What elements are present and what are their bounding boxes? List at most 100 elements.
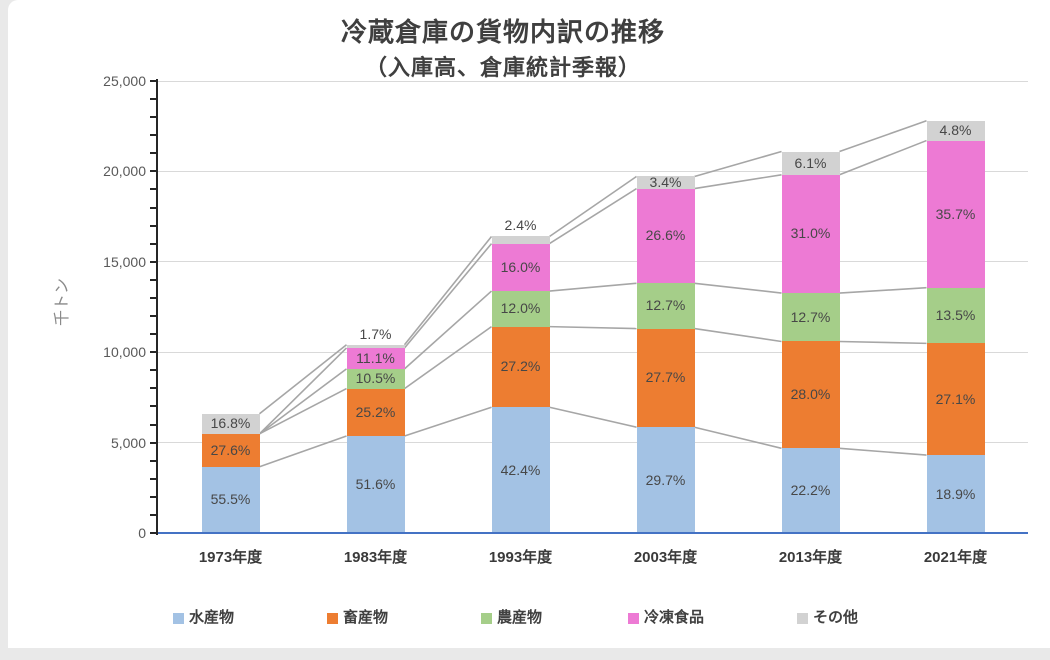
bar-segment (926, 140, 985, 288)
y-axis-tick (150, 278, 158, 281)
x-axis-category-label: 1973年度 (198, 549, 263, 566)
legend-label: 畜産物 (343, 609, 389, 626)
legend-swatch (327, 612, 338, 624)
data-label: 16.8% (210, 415, 251, 432)
y-axis-tick (150, 170, 158, 173)
data-label: 27.1% (935, 390, 976, 407)
bar-segment (491, 407, 550, 533)
data-label: 27.2% (500, 358, 541, 375)
x-axis-category-label: 1993年度 (488, 549, 553, 566)
bar-segment (781, 448, 840, 533)
series-line (259, 368, 347, 435)
bar-segment (781, 341, 840, 449)
data-label: 12.0% (500, 300, 541, 317)
data-label: 25.2% (355, 403, 396, 420)
data-label: 12.7% (790, 308, 831, 325)
series-line (259, 387, 347, 435)
series-line (839, 340, 927, 345)
data-label: 18.9% (935, 485, 976, 502)
legend-label: 冷凍食品 (644, 609, 705, 626)
y-axis-tick-label: 15,000 (103, 253, 146, 270)
y-axis-tick (150, 532, 158, 534)
data-label: 27.6% (210, 441, 251, 458)
y-axis-tick (150, 441, 158, 444)
series-line (549, 282, 637, 292)
bar-segment (491, 236, 550, 244)
y-axis-tick (150, 188, 158, 191)
x-axis-category-label: 2021年度 (923, 549, 988, 566)
bar-segment (201, 433, 260, 467)
series-line (404, 406, 492, 437)
data-label: 28.0% (790, 386, 831, 403)
y-gridline (158, 442, 1028, 444)
data-label: 22.2% (790, 482, 831, 499)
data-label: 1.7% (359, 325, 392, 342)
data-label: 3.4% (649, 174, 682, 191)
legend-swatch (628, 612, 639, 624)
y-axis-tick-label: 25,000 (103, 73, 146, 89)
y-axis-tick (150, 116, 158, 119)
bar-segment (926, 343, 985, 456)
bar-segment (491, 326, 550, 408)
bar-segment (346, 347, 405, 369)
series-line (694, 327, 782, 343)
bar-segment (926, 287, 985, 344)
y-gridline (158, 351, 1028, 353)
bar-segment (346, 344, 405, 348)
legend-item: 畜産物 (327, 610, 388, 626)
bar-segment (781, 293, 840, 342)
bar-segment (636, 176, 695, 189)
series-line (839, 139, 927, 176)
bar-segment (636, 328, 695, 428)
series-line (404, 325, 492, 390)
y-axis-tick (150, 477, 158, 480)
y-axis-tick (150, 405, 158, 408)
series-line (403, 290, 493, 370)
data-label: 10.5% (355, 370, 396, 387)
chart-title: 冷蔵倉庫の貨物内訳の推移 (340, 17, 665, 47)
y-axis-tick-label: 0 (138, 525, 146, 541)
y-axis-tick (150, 134, 158, 137)
data-label: 6.1% (794, 154, 827, 171)
series-line (549, 187, 637, 245)
data-label: 29.7% (645, 471, 686, 488)
bar-segment (346, 368, 405, 389)
bar-segment (636, 188, 695, 284)
y-gridline (158, 261, 1028, 263)
series-line (839, 120, 927, 153)
y-axis-line (156, 79, 158, 535)
y-gridline (158, 80, 1028, 82)
series-line (549, 325, 637, 330)
y-axis-tick-label: 10,000 (103, 344, 146, 361)
series-line (839, 447, 927, 456)
bar-segment (201, 466, 260, 533)
data-label: 42.4% (500, 461, 541, 478)
x-axis-category-label: 1983年度 (343, 549, 408, 566)
y-axis-tick (150, 387, 158, 390)
data-label: 55.5% (210, 491, 251, 508)
y-axis-tick (150, 260, 158, 263)
legend-label: 農産物 (497, 609, 543, 626)
data-label: 16.0% (500, 258, 541, 275)
data-label: 2.4% (504, 217, 537, 234)
legend-item: 水産物 (173, 610, 234, 626)
x-axis-line (158, 532, 1028, 534)
legend-item: その他 (797, 610, 858, 626)
y-axis-tick (150, 315, 158, 318)
series-line (694, 426, 782, 450)
legend-swatch (173, 612, 184, 624)
y-axis-tick (150, 369, 158, 372)
bar-segment (491, 291, 550, 327)
bar-segment (636, 283, 695, 329)
bar-segment (201, 413, 260, 434)
series-line (549, 406, 637, 428)
series-line (694, 282, 782, 294)
y-axis-tick (150, 333, 158, 336)
legend-swatch (481, 612, 492, 624)
series-line (839, 286, 927, 294)
legend-label: 水産物 (189, 609, 235, 626)
data-label: 13.5% (935, 307, 976, 324)
series-line (259, 435, 347, 468)
y-gridline (158, 170, 1028, 172)
